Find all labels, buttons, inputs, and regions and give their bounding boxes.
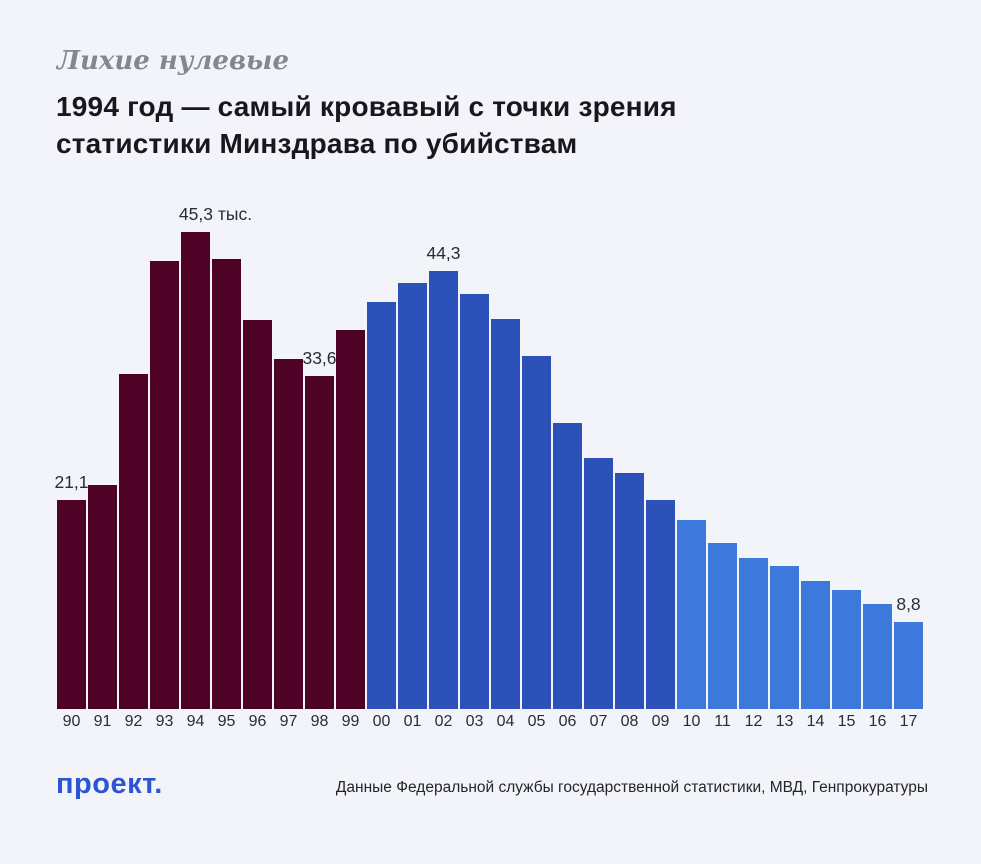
axis-label-13: 13 xyxy=(775,713,794,730)
bar-value-label-17: 8,8 xyxy=(896,594,921,614)
chart-bar-95 xyxy=(212,259,241,709)
chart-bar-11 xyxy=(708,543,737,709)
chart-bar-10 xyxy=(677,520,706,709)
axis-label-01: 01 xyxy=(403,713,422,730)
chart-bar-90 xyxy=(57,500,86,709)
axis-label-03: 03 xyxy=(465,713,484,730)
bar-value-label-90: 21,1 xyxy=(54,472,89,492)
axis-label-94: 94 xyxy=(186,713,205,730)
axis-label-92: 92 xyxy=(124,713,143,730)
chart-bar-15 xyxy=(832,590,861,709)
axis-label-00: 00 xyxy=(372,713,391,730)
page-title-line-1: 1994 год — самый кровавый с точки зрения xyxy=(56,91,677,122)
page-title-line-2: статистики Минздрава по убийствам xyxy=(56,128,578,159)
chart-bar-04 xyxy=(491,319,520,709)
axis-label-09: 09 xyxy=(651,713,670,730)
bar-value-label-94: 45,3 тыс. xyxy=(178,204,253,224)
chart-bar-97 xyxy=(274,359,303,709)
x-axis: 90 91 92 93 94 95 96 97 98 99 00 01 02 03 04 05 06 07 08 09… xyxy=(57,713,923,731)
axis-label-95: 95 xyxy=(217,713,236,730)
chart-bar-06 xyxy=(553,423,582,709)
axis-label-17: 17 xyxy=(899,713,918,730)
axis-label-11: 11 xyxy=(714,713,731,730)
axis-label-91: 91 xyxy=(93,713,112,730)
chart-bar-91 xyxy=(88,485,117,709)
page-title: 1994 год — самый кровавый с точки зрения… xyxy=(56,88,677,162)
chart-bar-03 xyxy=(460,294,489,709)
axis-label-14: 14 xyxy=(806,713,825,730)
bar-series xyxy=(57,229,923,709)
chart-bar-98 xyxy=(305,376,334,709)
project-logo: проект. xyxy=(56,768,163,800)
axis-label-06: 06 xyxy=(558,713,577,730)
axis-label-16: 16 xyxy=(868,713,887,730)
axis-label-15: 15 xyxy=(837,713,856,730)
axis-label-99: 99 xyxy=(341,713,360,730)
chart-bar-08 xyxy=(615,473,644,709)
chart-bar-96 xyxy=(243,320,272,709)
bar-value-label-02: 44,3 xyxy=(426,243,461,263)
axis-label-97: 97 xyxy=(279,713,298,730)
axis-label-04: 04 xyxy=(496,713,515,730)
chart-bar-93 xyxy=(150,261,179,709)
axis-label-90: 90 xyxy=(62,713,81,730)
axis-label-96: 96 xyxy=(248,713,267,730)
chart-bar-12 xyxy=(739,558,768,709)
chart-bar-02 xyxy=(429,271,458,709)
kicker-label: Лихие нулевые xyxy=(57,46,290,76)
chart-bar-01 xyxy=(398,283,427,709)
chart-bar-92 xyxy=(119,374,148,709)
axis-label-98: 98 xyxy=(310,713,329,730)
chart-bar-14 xyxy=(801,581,830,709)
chart-bar-99 xyxy=(336,330,365,709)
chart-bar-13 xyxy=(770,566,799,709)
axis-label-05: 05 xyxy=(527,713,546,730)
chart-bar-17 xyxy=(894,622,923,709)
axis-label-10: 10 xyxy=(682,713,701,730)
chart-bar-94 xyxy=(181,232,210,709)
data-source-caption: Данные Федеральной службы государственно… xyxy=(335,779,928,796)
axis-label-08: 08 xyxy=(620,713,639,730)
chart-bar-05 xyxy=(522,356,551,709)
bar-chart: 21,1 45,3 тыс. 33,6 44,3 8,8 xyxy=(54,204,923,709)
chart-bar-00 xyxy=(367,302,396,709)
axis-label-07: 07 xyxy=(589,713,608,730)
bar-value-label-98: 33,6 xyxy=(302,348,337,368)
chart-bar-07 xyxy=(584,458,613,709)
chart-bar-09 xyxy=(646,500,675,709)
axis-label-12: 12 xyxy=(744,713,763,730)
axis-label-93: 93 xyxy=(155,713,174,730)
chart-bar-16 xyxy=(863,604,892,709)
axis-label-02: 02 xyxy=(434,713,453,730)
